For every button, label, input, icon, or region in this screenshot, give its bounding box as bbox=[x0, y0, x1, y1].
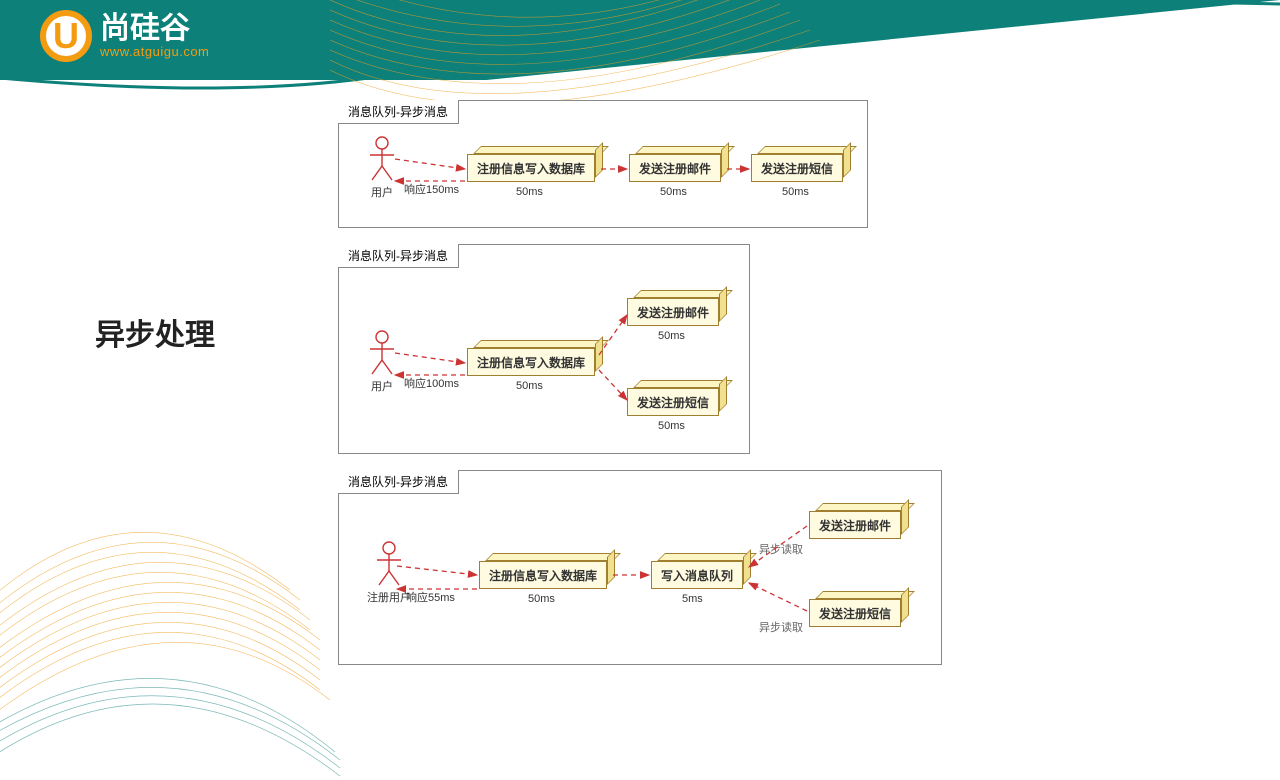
process-box: 发送注册短信 bbox=[809, 591, 909, 627]
process-box: 发送注册短信 bbox=[627, 380, 727, 416]
arrows bbox=[339, 471, 943, 666]
time-label: 50ms bbox=[658, 420, 685, 432]
logo-url: www.atguigu.com bbox=[100, 44, 209, 59]
time-label: 50ms bbox=[528, 593, 555, 605]
time-label: 5ms bbox=[682, 593, 703, 605]
slide-title: 异步处理 bbox=[95, 310, 215, 354]
logo-chinese: 尚硅谷 bbox=[100, 14, 209, 44]
time-label: 50ms bbox=[782, 186, 809, 198]
actor-user: 用户 bbox=[367, 330, 397, 394]
panel-label: 消息队列-异步消息 bbox=[338, 244, 459, 268]
process-box: 发送注册邮件 bbox=[629, 146, 729, 182]
process-box: 注册信息写入数据库 bbox=[467, 146, 603, 182]
time-label: 50ms bbox=[660, 186, 687, 198]
process-box: 写入消息队列 bbox=[651, 553, 751, 589]
time-label: 50ms bbox=[516, 186, 543, 198]
actor-user: 用户 bbox=[367, 136, 397, 200]
async-read-label: 异步读取 bbox=[759, 619, 803, 635]
response-time-label: 响应100ms bbox=[404, 375, 459, 391]
process-box: 发送注册邮件 bbox=[627, 290, 727, 326]
diagram-panel: 消息队列-异步消息注册用户响应55ms 注册信息写入数据库 50ms 写入消息队列 5m… bbox=[338, 470, 942, 665]
process-box: 注册信息写入数据库 bbox=[467, 340, 603, 376]
time-label: 50ms bbox=[516, 380, 543, 392]
panel-label: 消息队列-异步消息 bbox=[338, 470, 459, 494]
diagram-panel: 消息队列-异步消息用户响应150ms 注册信息写入数据库 50ms 发送注册邮件 50m… bbox=[338, 100, 868, 228]
process-box: 注册信息写入数据库 bbox=[479, 553, 615, 589]
async-read-label: 异步读取 bbox=[759, 541, 803, 557]
diagram-panel: 消息队列-异步消息用户响应100ms 注册信息写入数据库 50ms 发送注册邮件 50m… bbox=[338, 244, 750, 454]
response-time-label: 响应150ms bbox=[404, 181, 459, 197]
logo-letter: U bbox=[40, 10, 92, 62]
response-time-label: 响应55ms bbox=[406, 589, 455, 605]
logo: U 尚硅谷 www.atguigu.com bbox=[40, 10, 209, 62]
process-box: 发送注册邮件 bbox=[809, 503, 909, 539]
time-label: 50ms bbox=[658, 330, 685, 342]
actor-user: 注册用户 bbox=[367, 541, 411, 605]
process-box: 发送注册短信 bbox=[751, 146, 851, 182]
swirl-bottom bbox=[0, 400, 360, 780]
panel-label: 消息队列-异步消息 bbox=[338, 100, 459, 124]
